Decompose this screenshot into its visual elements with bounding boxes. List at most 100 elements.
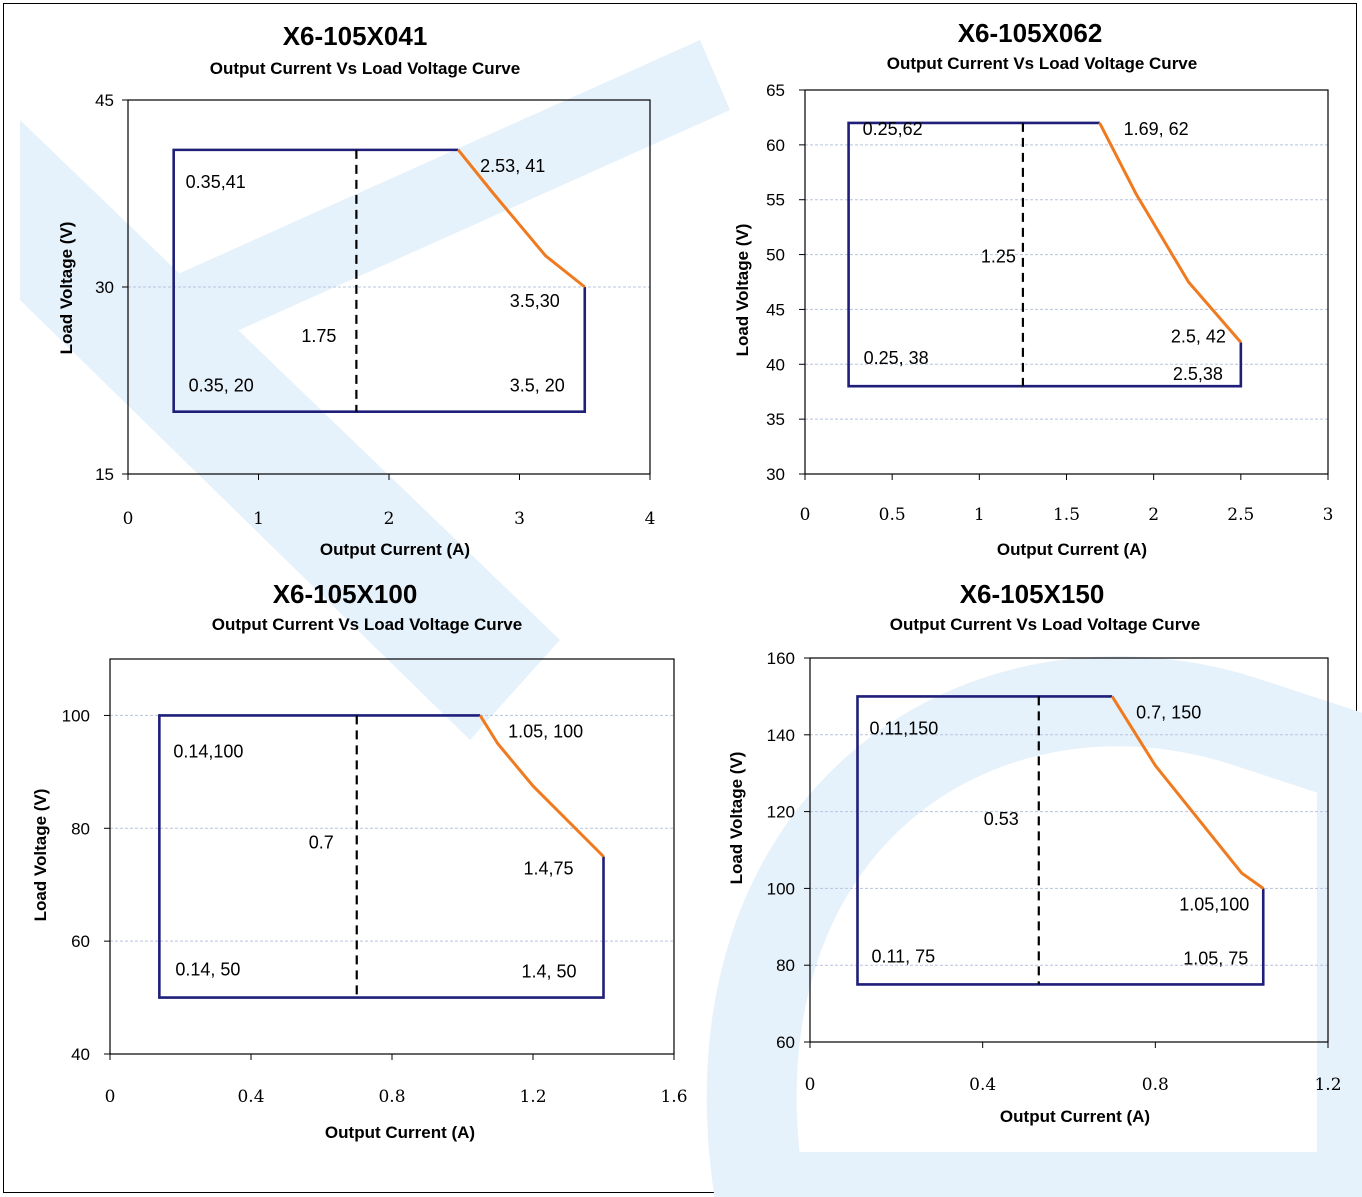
x-tick-label: 2.5 — [1227, 505, 1254, 525]
data-label: 0.25,62 — [863, 119, 923, 139]
data-label: 3.5,30 — [510, 291, 560, 311]
data-label: 0.53 — [984, 809, 1019, 829]
x-tick-label: 0 — [105, 1087, 116, 1107]
data-label: 1.75 — [301, 326, 336, 346]
x-tick-label: 1.2 — [519, 1087, 546, 1107]
chart-x6-105x041: X6-105X041 Output Current Vs Load Voltag… — [57, 21, 655, 559]
chart-subtitle: Output Current Vs Load Voltage Curve — [887, 54, 1197, 73]
data-label: 0.14, 50 — [175, 960, 240, 980]
data-label: 0.35,41 — [186, 172, 246, 192]
x-axis-label: Output Current (A) — [320, 540, 470, 559]
y-tick-label: 15 — [95, 465, 114, 484]
chart-title: X6-105X100 — [273, 579, 418, 609]
watermark-stroke — [120, 40, 730, 370]
x-tick-label: 0.8 — [378, 1087, 405, 1107]
plot-area: 15 30 45 0 1 2 3 4 0.35,41 2.53, 41 1.75 3.5,30 0.35… — [95, 91, 655, 529]
data-label: 0.25, 38 — [864, 348, 929, 368]
data-label: 1.4,75 — [524, 859, 574, 879]
x-tick-label: 0 — [800, 505, 811, 525]
x-tick-label: 1.2 — [1314, 1075, 1341, 1095]
y-axis-label: Load Voltage (V) — [733, 224, 752, 357]
chart-subtitle: Output Current Vs Load Voltage Curve — [210, 59, 520, 78]
y-tick-label: 100 — [767, 879, 795, 898]
y-tick-label: 45 — [95, 91, 114, 110]
y-axis-label: Load Voltage (V) — [57, 222, 76, 355]
plot-area: 40 60 80 100 0 0.4 0.8 1.2 1.6 0.14,100 1.05, 100 0… — [62, 658, 688, 1107]
x-axis-label: Output Current (A) — [997, 540, 1147, 559]
y-tick-label: 40 — [766, 355, 785, 374]
operating-envelope-line — [847, 121, 1243, 388]
data-label: 2.53, 41 — [480, 156, 545, 176]
watermark-stroke — [20, 120, 560, 740]
x-tick-label: 2 — [1148, 505, 1159, 525]
y-tick-label: 140 — [767, 726, 795, 745]
x-tick-label: 1.6 — [660, 1087, 687, 1107]
y-tick-label: 60 — [776, 1033, 795, 1052]
y-tick-label: 50 — [766, 246, 785, 265]
plot-border — [804, 89, 1329, 475]
data-label: 0.7 — [309, 833, 334, 853]
data-label: 2.5, 42 — [1171, 326, 1226, 346]
data-label: 0.35, 20 — [189, 376, 254, 396]
x-tick-label: 3 — [1323, 505, 1334, 525]
x-tick-label: 0 — [123, 509, 134, 529]
x-tick-label: 4 — [645, 509, 656, 529]
y-tick-label: 60 — [71, 932, 90, 951]
x-tick-label: 0.4 — [969, 1075, 996, 1095]
derating-curve — [478, 714, 605, 858]
chart-title: X6-105X041 — [283, 21, 428, 51]
chart-title: X6-105X150 — [960, 579, 1105, 609]
y-tick-label: 80 — [776, 956, 795, 975]
data-label: 0.7, 150 — [1136, 702, 1201, 722]
chart-x6-105x100: X6-105X100 Output Current Vs Load Voltag… — [31, 579, 688, 1142]
data-label: 0.11, 75 — [871, 946, 935, 966]
data-label: 1.4, 50 — [522, 962, 577, 982]
y-axis-label: Load Voltage (V) — [31, 789, 50, 922]
data-label: 1.05, 75 — [1183, 948, 1248, 968]
plot-border — [109, 658, 675, 1055]
plot-area: 60 80 100 120 140 160 0 0.4 0.8 1.2 0.11,150 0.7, 1… — [767, 649, 1342, 1095]
chart-x6-105x062: X6-105X062 Output Current Vs Load Voltag… — [733, 18, 1333, 559]
y-tick-label: 35 — [766, 410, 785, 429]
y-tick-label: 100 — [62, 706, 90, 725]
watermark — [20, 40, 1362, 1197]
data-label: 0.14,100 — [173, 741, 243, 761]
x-tick-label: 0.5 — [879, 505, 906, 525]
x-tick-label: 0.4 — [237, 1087, 264, 1107]
x-tick-label: 1.5 — [1053, 505, 1080, 525]
plot-border — [809, 657, 1329, 1043]
chart-x6-105x150: X6-105X150 Output Current Vs Load Voltag… — [727, 579, 1342, 1126]
operating-envelope-line — [856, 695, 1265, 986]
chart-subtitle: Output Current Vs Load Voltage Curve — [212, 615, 522, 634]
chart-subtitle: Output Current Vs Load Voltage Curve — [890, 615, 1200, 634]
x-tick-label: 0.8 — [1142, 1075, 1169, 1095]
data-label: 3.5, 20 — [510, 376, 565, 396]
y-tick-label: 45 — [766, 300, 785, 319]
y-tick-label: 60 — [766, 136, 785, 155]
x-tick-label: 3 — [514, 509, 525, 529]
y-tick-label: 160 — [767, 649, 795, 668]
x-tick-label: 2 — [384, 509, 395, 529]
x-axis-label: Output Current (A) — [325, 1123, 475, 1142]
x-axis-label: Output Current (A) — [1000, 1107, 1150, 1126]
figure-frame — [3, 3, 1357, 1193]
y-tick-label: 65 — [766, 81, 785, 100]
y-tick-label: 40 — [71, 1045, 90, 1064]
watermark-stroke — [706, 656, 1362, 1197]
x-tick-label: 1 — [974, 505, 985, 525]
chart-title: X6-105X062 — [958, 18, 1103, 48]
plot-area: 30 35 40 45 50 55 60 65 0 0.5 1 1.5 2 2.5 3 0.25,62 1.69… — [766, 81, 1333, 525]
data-label: 2.5,38 — [1173, 364, 1223, 384]
y-tick-label: 120 — [767, 803, 795, 822]
y-tick-label: 30 — [766, 465, 785, 484]
operating-envelope-line — [158, 714, 605, 999]
x-tick-label: 1 — [253, 509, 264, 529]
y-tick-label: 55 — [766, 191, 785, 210]
data-label: 1.05,100 — [1179, 894, 1249, 914]
data-label: 1.69, 62 — [1124, 119, 1189, 139]
operating-envelope-line — [172, 148, 587, 413]
data-label: 0.11,150 — [869, 718, 938, 738]
data-label: 1.05, 100 — [508, 721, 583, 741]
y-axis-label: Load Voltage (V) — [727, 752, 746, 885]
